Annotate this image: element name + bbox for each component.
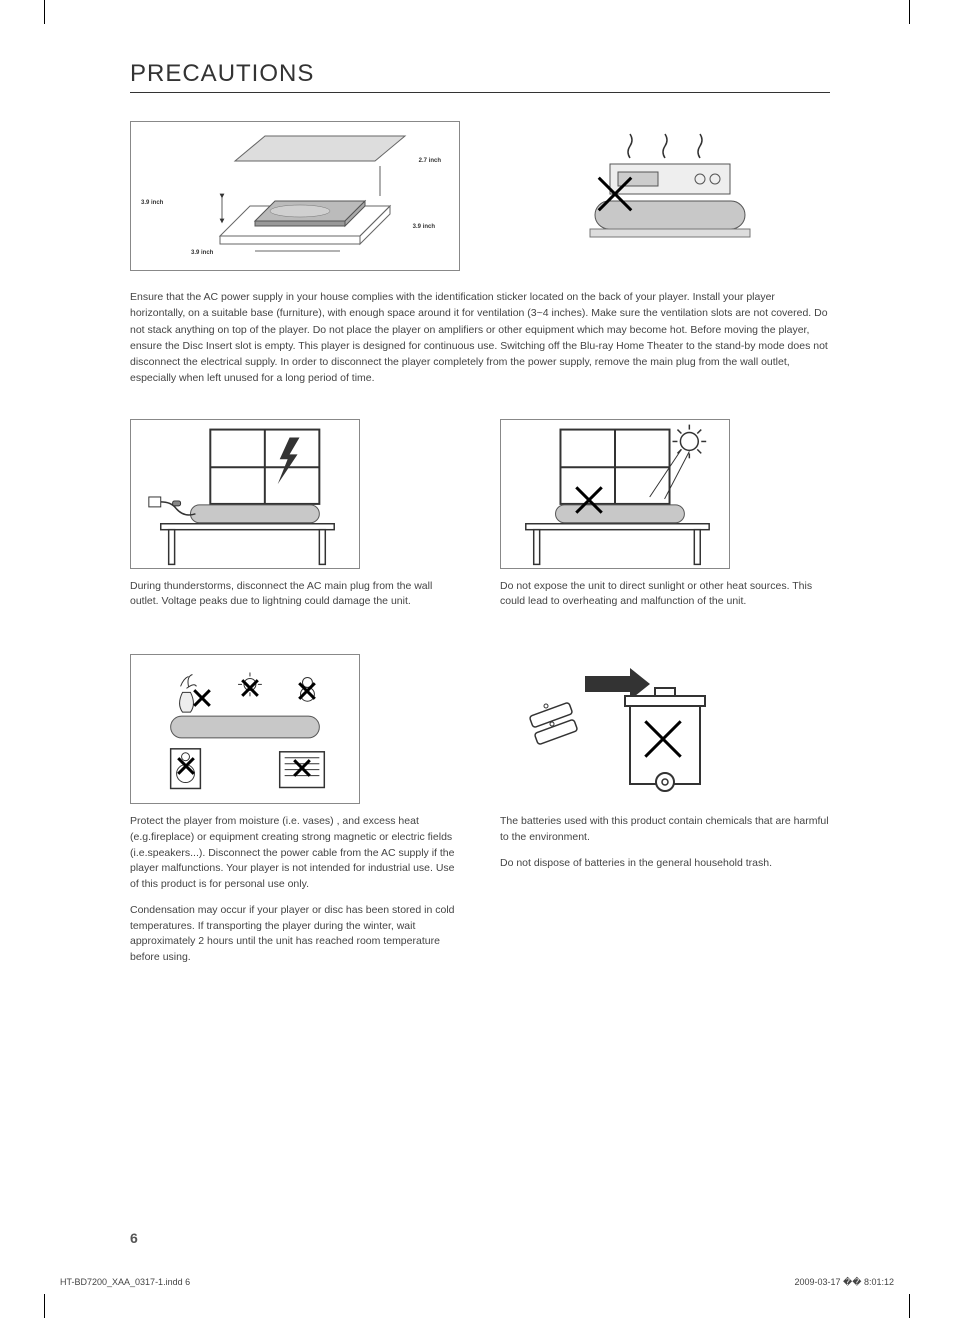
x-mark-icon [239,677,261,699]
intro-paragraph: Ensure that the AC power supply in your … [130,289,830,387]
figure-thunderstorm [130,419,360,569]
footer-right: 2009-03-17 �� 8:01:12 [794,1277,894,1288]
figure-row-1: 2.7 inch 3.9 inch 3.9 inch 3.9 inch [130,121,830,271]
figure-moisture [130,654,360,804]
sunlight-diagram-icon [501,419,729,569]
thunderstorm-diagram-icon [131,419,359,569]
x-mark-icon [291,757,313,779]
figure-no-stack [500,121,830,271]
figure-stacking-col [500,121,830,271]
page-number: 6 [130,1230,138,1246]
footer-left: HT-BD7200_XAA_0317-1.indd 6 [60,1277,190,1288]
thunderstorm-col: During thunderstorms, disconnect the AC … [130,419,460,637]
batteries-text-1: The batteries used with this product con… [500,814,830,846]
dim-bottom: 3.9 inch [191,250,213,256]
x-mark-icon [175,755,197,777]
moisture-col: Protect the player from moisture (i.e. v… [130,654,460,992]
clearance-diagram-icon [180,126,410,266]
page-content: PRECAUTIONS [130,60,830,1010]
page-title: PRECAUTIONS [130,60,830,93]
batteries-text-2: Do not dispose of batteries in the gener… [500,856,830,872]
thunderstorm-text: During thunderstorms, disconnect the AC … [130,579,460,611]
x-mark-icon [191,687,213,709]
figure-clearance: 2.7 inch 3.9 inch 3.9 inch 3.9 inch [130,121,460,271]
figure-row-2: During thunderstorms, disconnect the AC … [130,419,830,637]
batteries-diagram-icon [500,654,730,804]
x-mark-icon [571,482,607,518]
dim-left: 3.9 inch [141,200,163,206]
figure-row-3: Protect the player from moisture (i.e. v… [130,654,830,992]
no-stack-diagram-icon [550,126,780,266]
moisture-text-1: Protect the player from moisture (i.e. v… [130,814,460,893]
x-mark-icon [592,171,638,217]
figure-clearance-col: 2.7 inch 3.9 inch 3.9 inch 3.9 inch [130,121,460,271]
x-mark-icon [638,714,688,764]
sunlight-text: Do not expose the unit to direct sunligh… [500,579,830,611]
figure-batteries [500,654,730,804]
moisture-text-2: Condensation may occur if your player or… [130,903,460,966]
dim-top: 2.7 inch [419,158,441,164]
x-mark-icon [296,680,318,702]
dim-right: 3.9 inch [413,224,435,230]
figure-sunlight [500,419,730,569]
footer: HT-BD7200_XAA_0317-1.indd 6 2009-03-17 �… [60,1277,894,1288]
batteries-col: The batteries used with this product con… [500,654,830,992]
sunlight-col: Do not expose the unit to direct sunligh… [500,419,830,637]
